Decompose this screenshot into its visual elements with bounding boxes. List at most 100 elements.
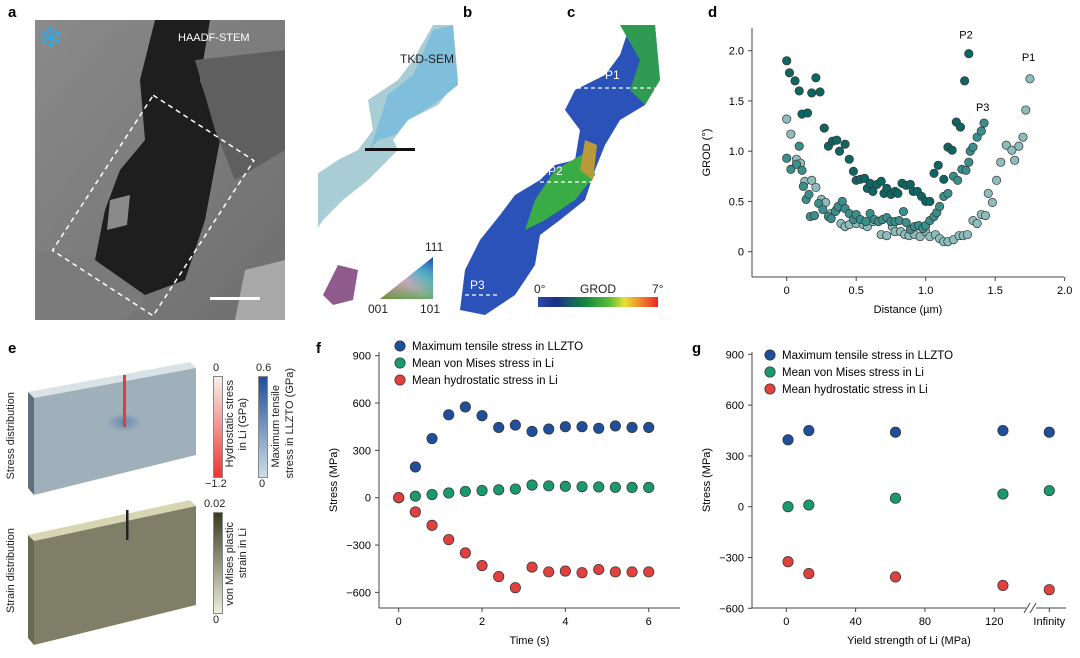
- marker-p3: P3: [470, 278, 485, 292]
- grod-colorbar-min: 0°: [534, 282, 546, 296]
- y-tick-label: 0: [738, 247, 744, 259]
- data-point-mean-von-mises-stress-in-li: [782, 501, 794, 513]
- data-point-mean-von-mises-stress-in-li: [803, 499, 815, 511]
- data-point-mean-hydrostatic-stress-in-li: [626, 566, 638, 578]
- data-point-mean-von-mises-stress-in-li: [409, 490, 421, 502]
- legend-label: Maximum tensile stress in LLZTO: [412, 341, 583, 353]
- y-tick-label: 600: [353, 398, 371, 410]
- y-tick-label: 0: [738, 502, 744, 514]
- data-point-p3: [798, 181, 808, 191]
- data-point-p1: [807, 175, 817, 185]
- data-point-maximum-tensile-stress-in-llzto: [997, 424, 1009, 437]
- data-point-maximum-tensile-stress-in-llzto: [459, 401, 471, 413]
- data-point-p2: [784, 68, 795, 78]
- y-tick-label: 600: [726, 400, 744, 412]
- data-point-mean-von-mises-stress-in-li: [526, 479, 538, 491]
- data-point-mean-hydrostatic-stress-in-li: [576, 567, 588, 579]
- data-point-mean-von-mises-stress-in-li: [576, 481, 588, 493]
- data-point-maximum-tensile-stress-in-llzto: [576, 421, 588, 433]
- data-point-p1: [996, 157, 1006, 167]
- data-point-p2: [844, 154, 854, 164]
- data-point-maximum-tensile-stress-in-llzto: [543, 423, 555, 435]
- ipf-label-101: 101: [420, 302, 441, 316]
- x-tick-label: 0: [784, 285, 790, 297]
- data-point-p2: [955, 122, 965, 132]
- hydrostatic-min: −1.2: [205, 478, 227, 490]
- y-tick-label: 900: [726, 349, 744, 361]
- data-point-p1: [962, 230, 972, 240]
- data-point-p1: [983, 188, 993, 198]
- x-tick-label: 0: [783, 616, 789, 628]
- point-annotation: P3: [976, 102, 989, 114]
- data-point-mean-hydrostatic-stress-in-li: [559, 565, 571, 577]
- data-point-mean-von-mises-stress-in-li: [543, 480, 555, 492]
- data-point-p3: [979, 118, 989, 128]
- legend-label: Mean hydrostatic stress in Li: [782, 384, 928, 396]
- data-point-p1: [1007, 145, 1017, 155]
- data-point-mean-hydrostatic-stress-in-li: [803, 568, 815, 580]
- data-point-p2: [815, 87, 825, 97]
- point-annotation: P1: [1022, 52, 1035, 64]
- axis-break: [1026, 604, 1036, 612]
- data-point-mean-von-mises-stress-in-li: [997, 488, 1009, 500]
- data-point-p1: [1018, 132, 1028, 142]
- data-point-p2: [807, 88, 817, 98]
- data-point-p2: [964, 49, 974, 59]
- legend-label: Maximum tensile stress in LLZTO: [782, 350, 953, 362]
- legend-marker: [764, 366, 776, 378]
- chart-f: 0 2 4 6 900 600 300 0 −300 −600 Time (s) Stress (MP…: [328, 340, 680, 647]
- data-point-mean-hydrostatic-stress-in-li: [609, 566, 621, 578]
- y-axis-title: GROD (°): [701, 129, 713, 177]
- haadf-stem-caption: HAADF-STEM: [178, 32, 250, 44]
- x-tick-label: Infinity: [1033, 616, 1065, 628]
- data-point-p1: [786, 129, 796, 139]
- haadf-stem-image: [35, 20, 285, 320]
- scale-bar: [210, 297, 260, 300]
- data-point-p2: [802, 108, 813, 118]
- data-point-p1: [782, 114, 792, 124]
- tensile-max: 0.6: [256, 362, 272, 374]
- data-point-p1: [882, 231, 892, 241]
- data-point-p2: [893, 188, 903, 198]
- x-tick-label: 4: [562, 616, 568, 628]
- panel-label-e: e: [8, 340, 17, 357]
- snowflake-icon: ❄: [38, 22, 64, 55]
- x-tick-label: 40: [849, 616, 861, 628]
- data-point-p2: [848, 166, 858, 176]
- data-point-p2: [868, 186, 878, 196]
- data-point-maximum-tensile-stress-in-llzto: [559, 421, 571, 433]
- data-point-p3: [818, 204, 828, 215]
- legend-label: Mean von Mises stress in Li: [782, 367, 924, 379]
- data-point-mean-hydrostatic-stress-in-li: [543, 566, 555, 578]
- data-point-p1: [987, 197, 997, 208]
- panel-label-f: f: [316, 340, 321, 357]
- data-point-mean-von-mises-stress-in-li: [1043, 485, 1055, 497]
- data-point-maximum-tensile-stress-in-llzto: [1043, 426, 1055, 438]
- y-tick-label: −600: [719, 603, 744, 615]
- plastic-strain-colorbar: [213, 512, 223, 614]
- data-point-p3: [804, 189, 814, 199]
- hydrostatic-colorbar: [213, 376, 223, 478]
- data-point-mean-hydrostatic-stress-in-li: [593, 563, 605, 576]
- data-point-p3: [809, 210, 820, 221]
- data-point-maximum-tensile-stress-in-llzto: [526, 425, 538, 437]
- data-point-mean-hydrostatic-stress-in-li: [443, 533, 455, 546]
- data-point-p3: [943, 188, 953, 198]
- data-point-p1: [972, 219, 982, 229]
- data-point-p2: [929, 168, 939, 178]
- data-point-mean-von-mises-stress-in-li: [559, 480, 571, 492]
- tkd-sem-map: [318, 25, 458, 305]
- x-tick-label: 1.5: [988, 285, 1003, 297]
- axis-break-mark: [1029, 602, 1037, 614]
- x-tick-label: 1.0: [918, 285, 933, 297]
- ipf-label-001: 001: [368, 302, 389, 316]
- data-point-maximum-tensile-stress-in-llzto: [626, 421, 638, 434]
- data-point-mean-von-mises-stress-in-li: [643, 481, 655, 493]
- data-point-p3: [861, 217, 871, 227]
- data-point-p1: [992, 175, 1002, 185]
- data-point-mean-von-mises-stress-in-li: [889, 492, 902, 504]
- data-point-p1: [1010, 155, 1020, 165]
- y-tick-label: −300: [346, 540, 371, 552]
- data-point-maximum-tensile-stress-in-llzto: [476, 410, 488, 422]
- data-point-mean-hydrostatic-stress-in-li: [476, 560, 488, 572]
